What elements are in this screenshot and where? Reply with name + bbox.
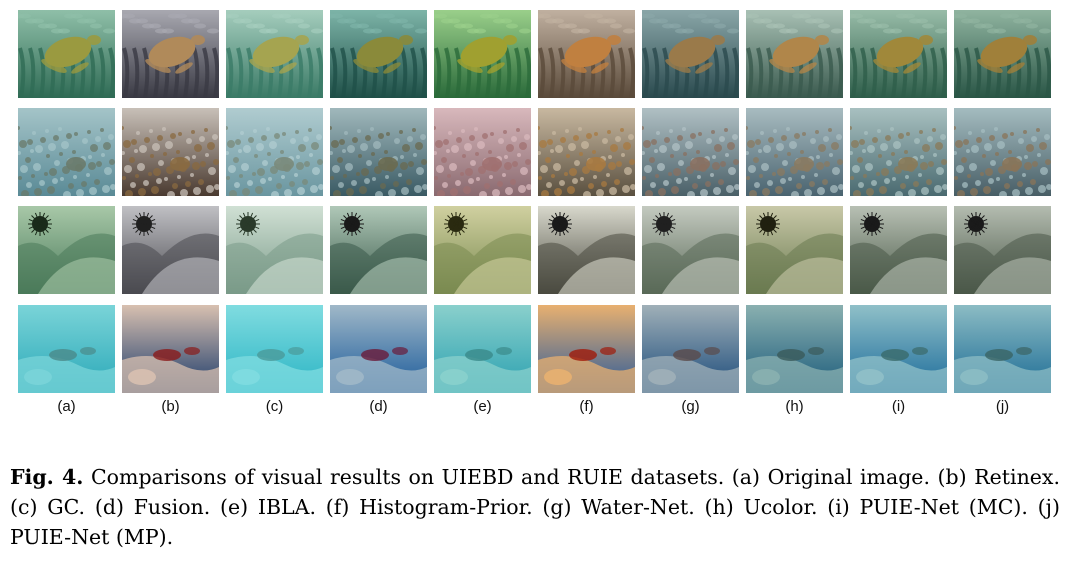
column-label-a: (a) — [57, 398, 76, 415]
shallow-seabed-image-e — [434, 305, 531, 393]
sea-urchin-rock-image-j — [954, 206, 1051, 294]
coral-reef-image-f — [538, 108, 635, 196]
shallow-seabed-image-h — [746, 305, 843, 393]
shallow-seabed-image-f — [538, 305, 635, 393]
figure-caption: Fig. 4. Comparisons of visual results on… — [10, 462, 1060, 552]
coral-reef-image-e — [434, 108, 531, 196]
row-sea-urchin-rock — [18, 206, 1052, 294]
column-label-d: (d) — [369, 398, 388, 415]
column-label-j: (j) — [995, 398, 1010, 415]
coral-reef-image-i — [850, 108, 947, 196]
sea-turtle-image-i — [850, 10, 947, 98]
figure-caption-text: Comparisons of visual results on UIEBD a… — [10, 465, 1060, 549]
coral-reef-image-a — [18, 108, 115, 196]
column-label-c: (c) — [265, 398, 284, 415]
sea-urchin-rock-image-b — [122, 206, 219, 294]
sea-turtle-image-j — [954, 10, 1051, 98]
shallow-seabed-image-b — [122, 305, 219, 393]
coral-reef-image-d — [330, 108, 427, 196]
sea-turtle-image-g — [642, 10, 739, 98]
coral-reef-image-g — [642, 108, 739, 196]
coral-reef-image-h — [746, 108, 843, 196]
sea-turtle-image-d — [330, 10, 427, 98]
shallow-seabed-image-a — [18, 305, 115, 393]
coral-reef-image-c — [226, 108, 323, 196]
row-coral-reef — [18, 108, 1052, 196]
sea-urchin-rock-image-e — [434, 206, 531, 294]
column-label-f: (f) — [579, 398, 594, 415]
sea-turtle-image-f — [538, 10, 635, 98]
sea-urchin-rock-image-d — [330, 206, 427, 294]
sea-turtle-image-e — [434, 10, 531, 98]
row-sea-turtle — [18, 10, 1052, 98]
sea-urchin-rock-image-a — [18, 206, 115, 294]
shallow-seabed-image-g — [642, 305, 739, 393]
shallow-seabed-image-i — [850, 305, 947, 393]
sea-urchin-rock-image-h — [746, 206, 843, 294]
column-label-e: (e) — [473, 398, 492, 415]
sea-turtle-image-b — [122, 10, 219, 98]
column-label-b: (b) — [161, 398, 180, 415]
column-label-i: (i) — [891, 398, 906, 415]
sea-urchin-rock-image-f — [538, 206, 635, 294]
shallow-seabed-image-d — [330, 305, 427, 393]
coral-reef-image-b — [122, 108, 219, 196]
sea-urchin-rock-image-i — [850, 206, 947, 294]
shallow-seabed-image-c — [226, 305, 323, 393]
shallow-seabed-image-j — [954, 305, 1051, 393]
row-shallow-seabed — [18, 305, 1052, 393]
column-labels: (a) (b) (c) (d) (e) (f) (g) (h) (i) (j) — [18, 398, 1052, 422]
sea-urchin-rock-image-c — [226, 206, 323, 294]
sea-urchin-rock-image-g — [642, 206, 739, 294]
sea-turtle-image-a — [18, 10, 115, 98]
figure-caption-label: Fig. 4. — [10, 465, 84, 489]
figure-image-grid — [18, 10, 1052, 393]
sea-turtle-image-h — [746, 10, 843, 98]
coral-reef-image-j — [954, 108, 1051, 196]
column-label-h: (h) — [785, 398, 804, 415]
column-label-g: (g) — [681, 398, 700, 415]
sea-turtle-image-c — [226, 10, 323, 98]
